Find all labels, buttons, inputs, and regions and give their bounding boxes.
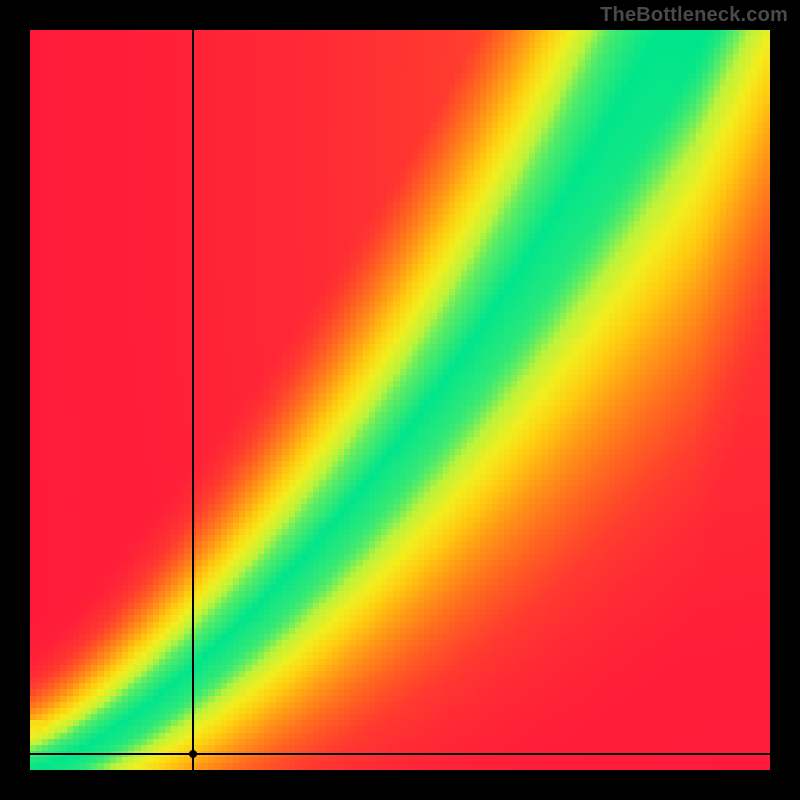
- crosshair-marker: [189, 750, 197, 758]
- bottleneck-heatmap: [30, 30, 770, 770]
- crosshair-vertical-line: [192, 30, 194, 770]
- chart-container: TheBottleneck.com: [0, 0, 800, 800]
- crosshair-horizontal-line: [30, 753, 770, 755]
- watermark-text: TheBottleneck.com: [600, 4, 788, 27]
